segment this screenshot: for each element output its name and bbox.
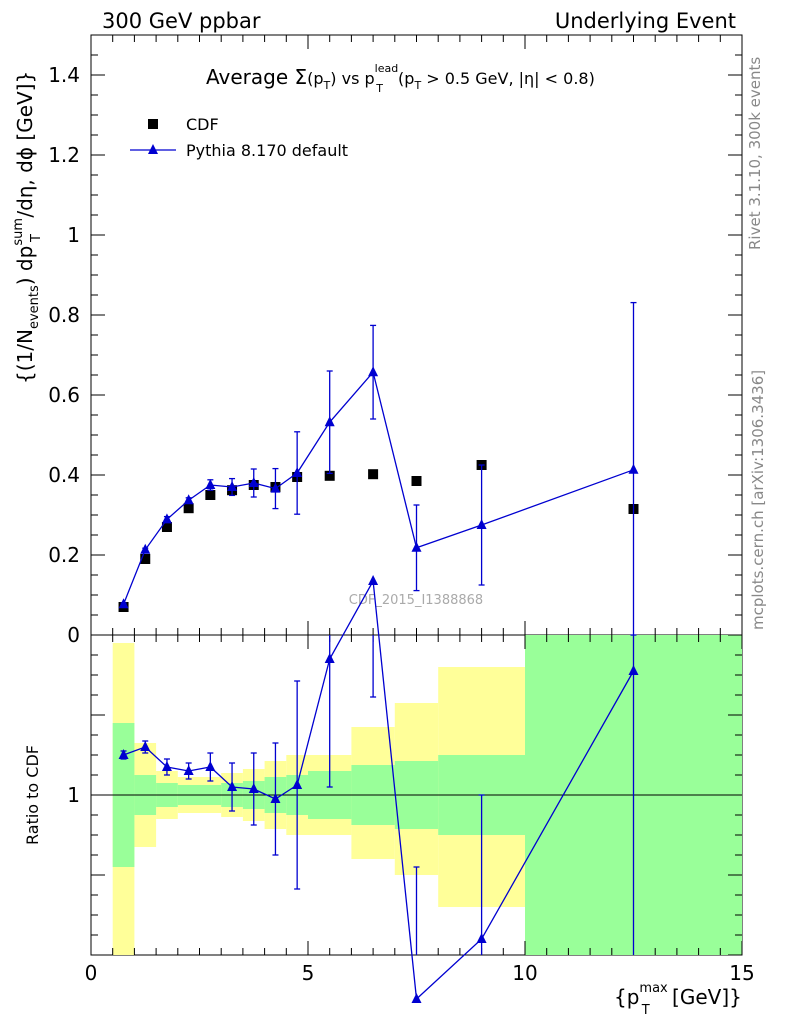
cdf-point xyxy=(368,469,379,480)
legend-cdf-marker xyxy=(148,119,158,129)
ratio-pythia-point xyxy=(476,933,487,943)
pythia-point xyxy=(248,477,259,487)
x-tick-label: 5 xyxy=(302,961,315,985)
legend-pythia-marker xyxy=(148,144,158,154)
header-left: 300 GeV ppbar xyxy=(102,9,261,33)
plot-title: Average Σ(pT) vs plead T (pT > 0.5 GeV, |… xyxy=(206,62,595,95)
ratio-pythia-line xyxy=(123,578,635,1001)
cdf-point xyxy=(140,554,151,564)
ratio-y-axis-label: Ratio to CDF xyxy=(23,745,42,845)
y-axis-label: {(1/Nevents) dpsum T /dη, dϕ [GeV]} xyxy=(11,71,44,384)
ratio-pythia-point xyxy=(183,765,194,775)
cdf-point xyxy=(205,490,216,500)
pythia-line xyxy=(122,370,634,605)
pythia-point xyxy=(476,519,487,529)
ratio-pythia-point xyxy=(248,783,259,793)
y-tick-label: 1 xyxy=(67,223,80,247)
rivet-label: Rivet 3.1.10, 300k events xyxy=(746,57,764,250)
ratio-pythia-point xyxy=(411,993,422,1003)
ratio-y-tick-label: 1 xyxy=(67,783,80,807)
x-axis-label: {pmax T [GeV]} xyxy=(614,981,742,1018)
pythia-point xyxy=(368,366,379,377)
pythia-point xyxy=(205,479,216,489)
ratio-pythia-point xyxy=(161,761,172,771)
y-tick-label: 0.8 xyxy=(48,303,80,327)
header-right: Underlying Event xyxy=(555,9,736,33)
x-tick-label: 0 xyxy=(85,961,98,985)
x-tick-label: 15 xyxy=(729,961,754,985)
ratio-pythia-point xyxy=(324,653,335,663)
legend-cdf-label: CDF xyxy=(186,115,219,134)
legend: CDF Pythia 8.170 default xyxy=(130,115,348,160)
y-tick-label: 0.4 xyxy=(48,463,80,487)
cdf-point xyxy=(161,522,172,532)
pythia-point xyxy=(183,494,194,505)
pythia-point xyxy=(118,598,129,609)
ratio-pythia-point xyxy=(118,749,129,759)
mcplots-label: mcplots.cern.ch [arXiv:1306.3436] xyxy=(749,370,767,630)
ratio-pythia-point xyxy=(227,781,238,791)
cdf-point xyxy=(183,503,194,514)
pythia-point xyxy=(270,482,281,493)
pythia-point xyxy=(324,416,335,427)
legend-pythia-label: Pythia 8.170 default xyxy=(186,141,348,160)
y-tick-label: 1.2 xyxy=(48,143,80,167)
ratio-pythia-point xyxy=(270,793,281,803)
pythia-point xyxy=(411,541,422,552)
y-tick-label: 1.4 xyxy=(48,63,80,87)
ratio-series xyxy=(118,575,639,1003)
y-tick-label: 0.2 xyxy=(48,543,80,567)
ratio-pythia-point xyxy=(292,779,303,789)
y-tick-label: 0.6 xyxy=(48,383,80,407)
ratio-pythia-point xyxy=(368,575,379,585)
pythia-point xyxy=(140,543,151,554)
ratio-pythia-point xyxy=(140,741,151,751)
main-series xyxy=(118,301,639,636)
pythia-point xyxy=(161,513,172,524)
x-tick-label: 10 xyxy=(512,961,537,985)
ratio-pythia-point xyxy=(628,665,639,675)
analysis-watermark: CDF_2015_I1388868 xyxy=(349,593,483,608)
pythia-point xyxy=(292,467,303,477)
cdf-point xyxy=(324,470,335,481)
pythia-point xyxy=(227,481,238,491)
ratio-pythia-point xyxy=(205,761,216,771)
cdf-point xyxy=(411,476,422,486)
pythia-point xyxy=(628,463,639,474)
y-tick-label: 0 xyxy=(67,623,80,647)
